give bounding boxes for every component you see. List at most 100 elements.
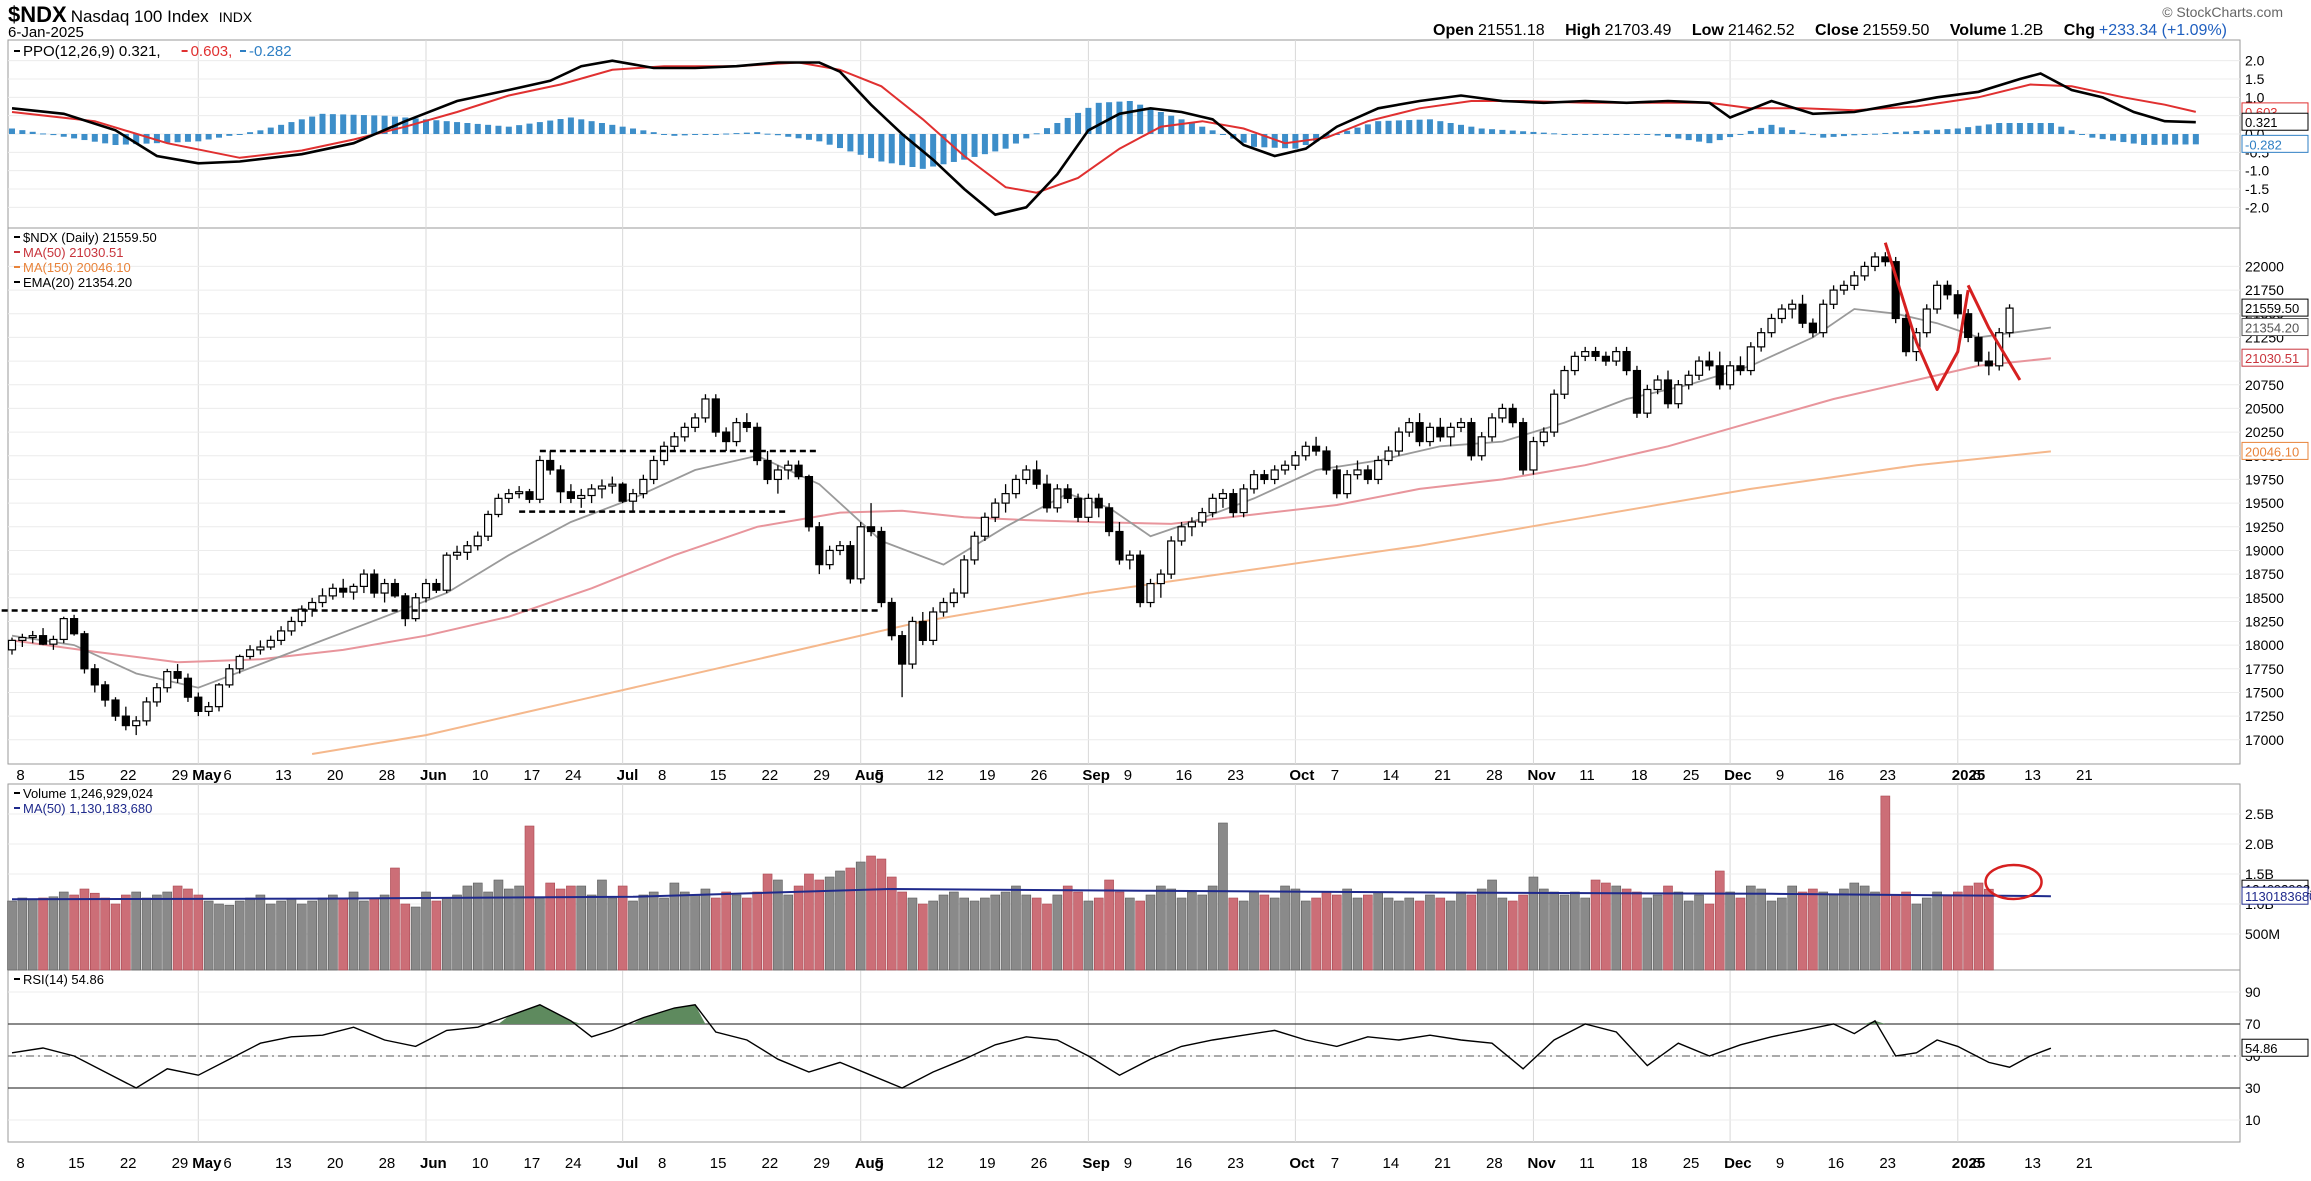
ppo-histogram-bar — [2079, 134, 2085, 135]
ppo-histogram-bar — [598, 123, 605, 134]
y-tick-label: -1.5 — [2245, 181, 2269, 197]
volume-bar — [1269, 897, 1280, 971]
x-tick-label: 10 — [472, 767, 489, 784]
volume-bar — [669, 882, 680, 971]
x-tick-label: 15 — [68, 1155, 85, 1172]
volume-bar — [969, 900, 980, 971]
volume-bar — [1487, 879, 1497, 971]
candle-body — [80, 633, 89, 670]
candle-body — [183, 677, 193, 698]
x-tick-label: 29 — [172, 767, 189, 784]
ppo-histogram-bar — [1375, 121, 1382, 134]
volume-bar — [1332, 894, 1342, 971]
volume-bar — [783, 894, 794, 971]
ppo-histogram-bar — [9, 128, 15, 134]
x-tick-label: 8 — [16, 1155, 24, 1172]
candle-body — [1032, 469, 1041, 485]
x-tick-label: 22 — [762, 1155, 779, 1172]
y-tick-label: 17250 — [2245, 708, 2284, 724]
ppo-histogram-bar — [195, 134, 202, 142]
ppo-histogram-bar — [1582, 134, 1589, 135]
ppo-histogram-bar — [2110, 134, 2117, 141]
volume-bar — [1342, 888, 1352, 971]
candle-body — [1777, 308, 1786, 320]
candle-body — [225, 668, 234, 686]
legend-entry: Volume 1,246,929,024 — [23, 786, 153, 801]
x-tick-label: 19 — [979, 767, 996, 784]
volume-bar — [162, 891, 173, 971]
candle-body — [639, 478, 648, 495]
candle-body — [235, 655, 244, 670]
ppo-histogram-bar — [1313, 134, 1320, 142]
ppo-histogram-bar — [630, 128, 636, 134]
candle-body — [835, 545, 845, 552]
volume-bar — [1176, 897, 1187, 971]
volume-bar — [441, 897, 452, 971]
candle-body — [577, 494, 586, 499]
x-tick-label: 17 — [524, 767, 541, 784]
volume-bar — [679, 891, 690, 971]
ppo-histogram-bar — [536, 122, 543, 134]
candle-body — [1850, 275, 1859, 286]
candle-body — [101, 684, 110, 701]
x-tick-label: 5 — [875, 1155, 883, 1172]
candle-body — [1094, 497, 1103, 509]
x-tick-label: 11 — [1579, 767, 1595, 784]
value-box — [2241, 318, 2309, 337]
ppo-histogram-bar — [1737, 134, 1744, 135]
candle-body — [1456, 422, 1466, 428]
volume-bar — [379, 894, 390, 971]
volume-bar — [545, 882, 556, 971]
brand-logo[interactable]: © StockCharts.com — [2162, 4, 2283, 20]
symbol-label[interactable]: $NDX — [8, 2, 67, 27]
ppo-histogram-bar — [122, 134, 129, 145]
ppo-histogram-bar — [1830, 134, 1837, 137]
ppo-histogram-bar — [785, 134, 792, 137]
ppo-histogram-bar — [1054, 123, 1061, 134]
volume-bar — [876, 858, 887, 971]
ppo-histogram-bar — [1178, 119, 1185, 134]
ppo-histogram-bar — [19, 130, 26, 134]
volume-bar — [493, 879, 504, 971]
value-box — [2241, 441, 2309, 460]
x-tick-label: 11 — [1579, 1155, 1595, 1172]
ppo-histogram-bar — [888, 134, 895, 164]
legend-entry: MA(50) 1,130,183,680 — [23, 801, 152, 816]
y-tick-label: 22000 — [2245, 258, 2284, 274]
candle-body — [908, 620, 917, 665]
ppo-histogram-bar — [2099, 134, 2106, 140]
candle-body — [1560, 369, 1569, 395]
ppo-histogram-bar — [1095, 102, 1102, 134]
candle-body — [1156, 573, 1165, 585]
candle-body — [432, 582, 441, 591]
ppo-histogram-bar — [805, 134, 812, 140]
volume-bar — [1456, 891, 1466, 971]
x-tick-label: 15 — [710, 1155, 727, 1172]
ppo-histogram-bar — [588, 121, 595, 134]
candle-body — [390, 582, 400, 597]
candle-body — [535, 459, 544, 500]
ppo-histogram-bar — [1913, 130, 1920, 134]
volume-bar — [503, 888, 514, 971]
volume-bar — [648, 891, 659, 971]
volume-bar — [1590, 879, 1601, 971]
ppo-histogram-bar — [474, 123, 481, 134]
candle-body — [194, 696, 203, 712]
volume-bar — [1632, 891, 1642, 971]
candle-body — [452, 551, 462, 556]
candle-body — [121, 715, 130, 727]
candle-body — [339, 587, 348, 593]
volume-bar — [317, 897, 328, 971]
volume-bar — [980, 897, 990, 971]
x-tick-label: 9 — [1776, 1155, 1784, 1172]
legend-swatch — [14, 281, 20, 283]
candle-body — [1570, 355, 1579, 372]
ppo-histogram-bar — [1085, 107, 1092, 134]
y-tick-label: 1.0 — [2245, 89, 2265, 105]
volume-bar — [369, 897, 380, 971]
volume-bar — [928, 900, 938, 971]
volume-bar — [1425, 894, 1435, 971]
volume-bar — [1373, 891, 1383, 971]
x-tick-label: 9 — [1124, 767, 1132, 784]
